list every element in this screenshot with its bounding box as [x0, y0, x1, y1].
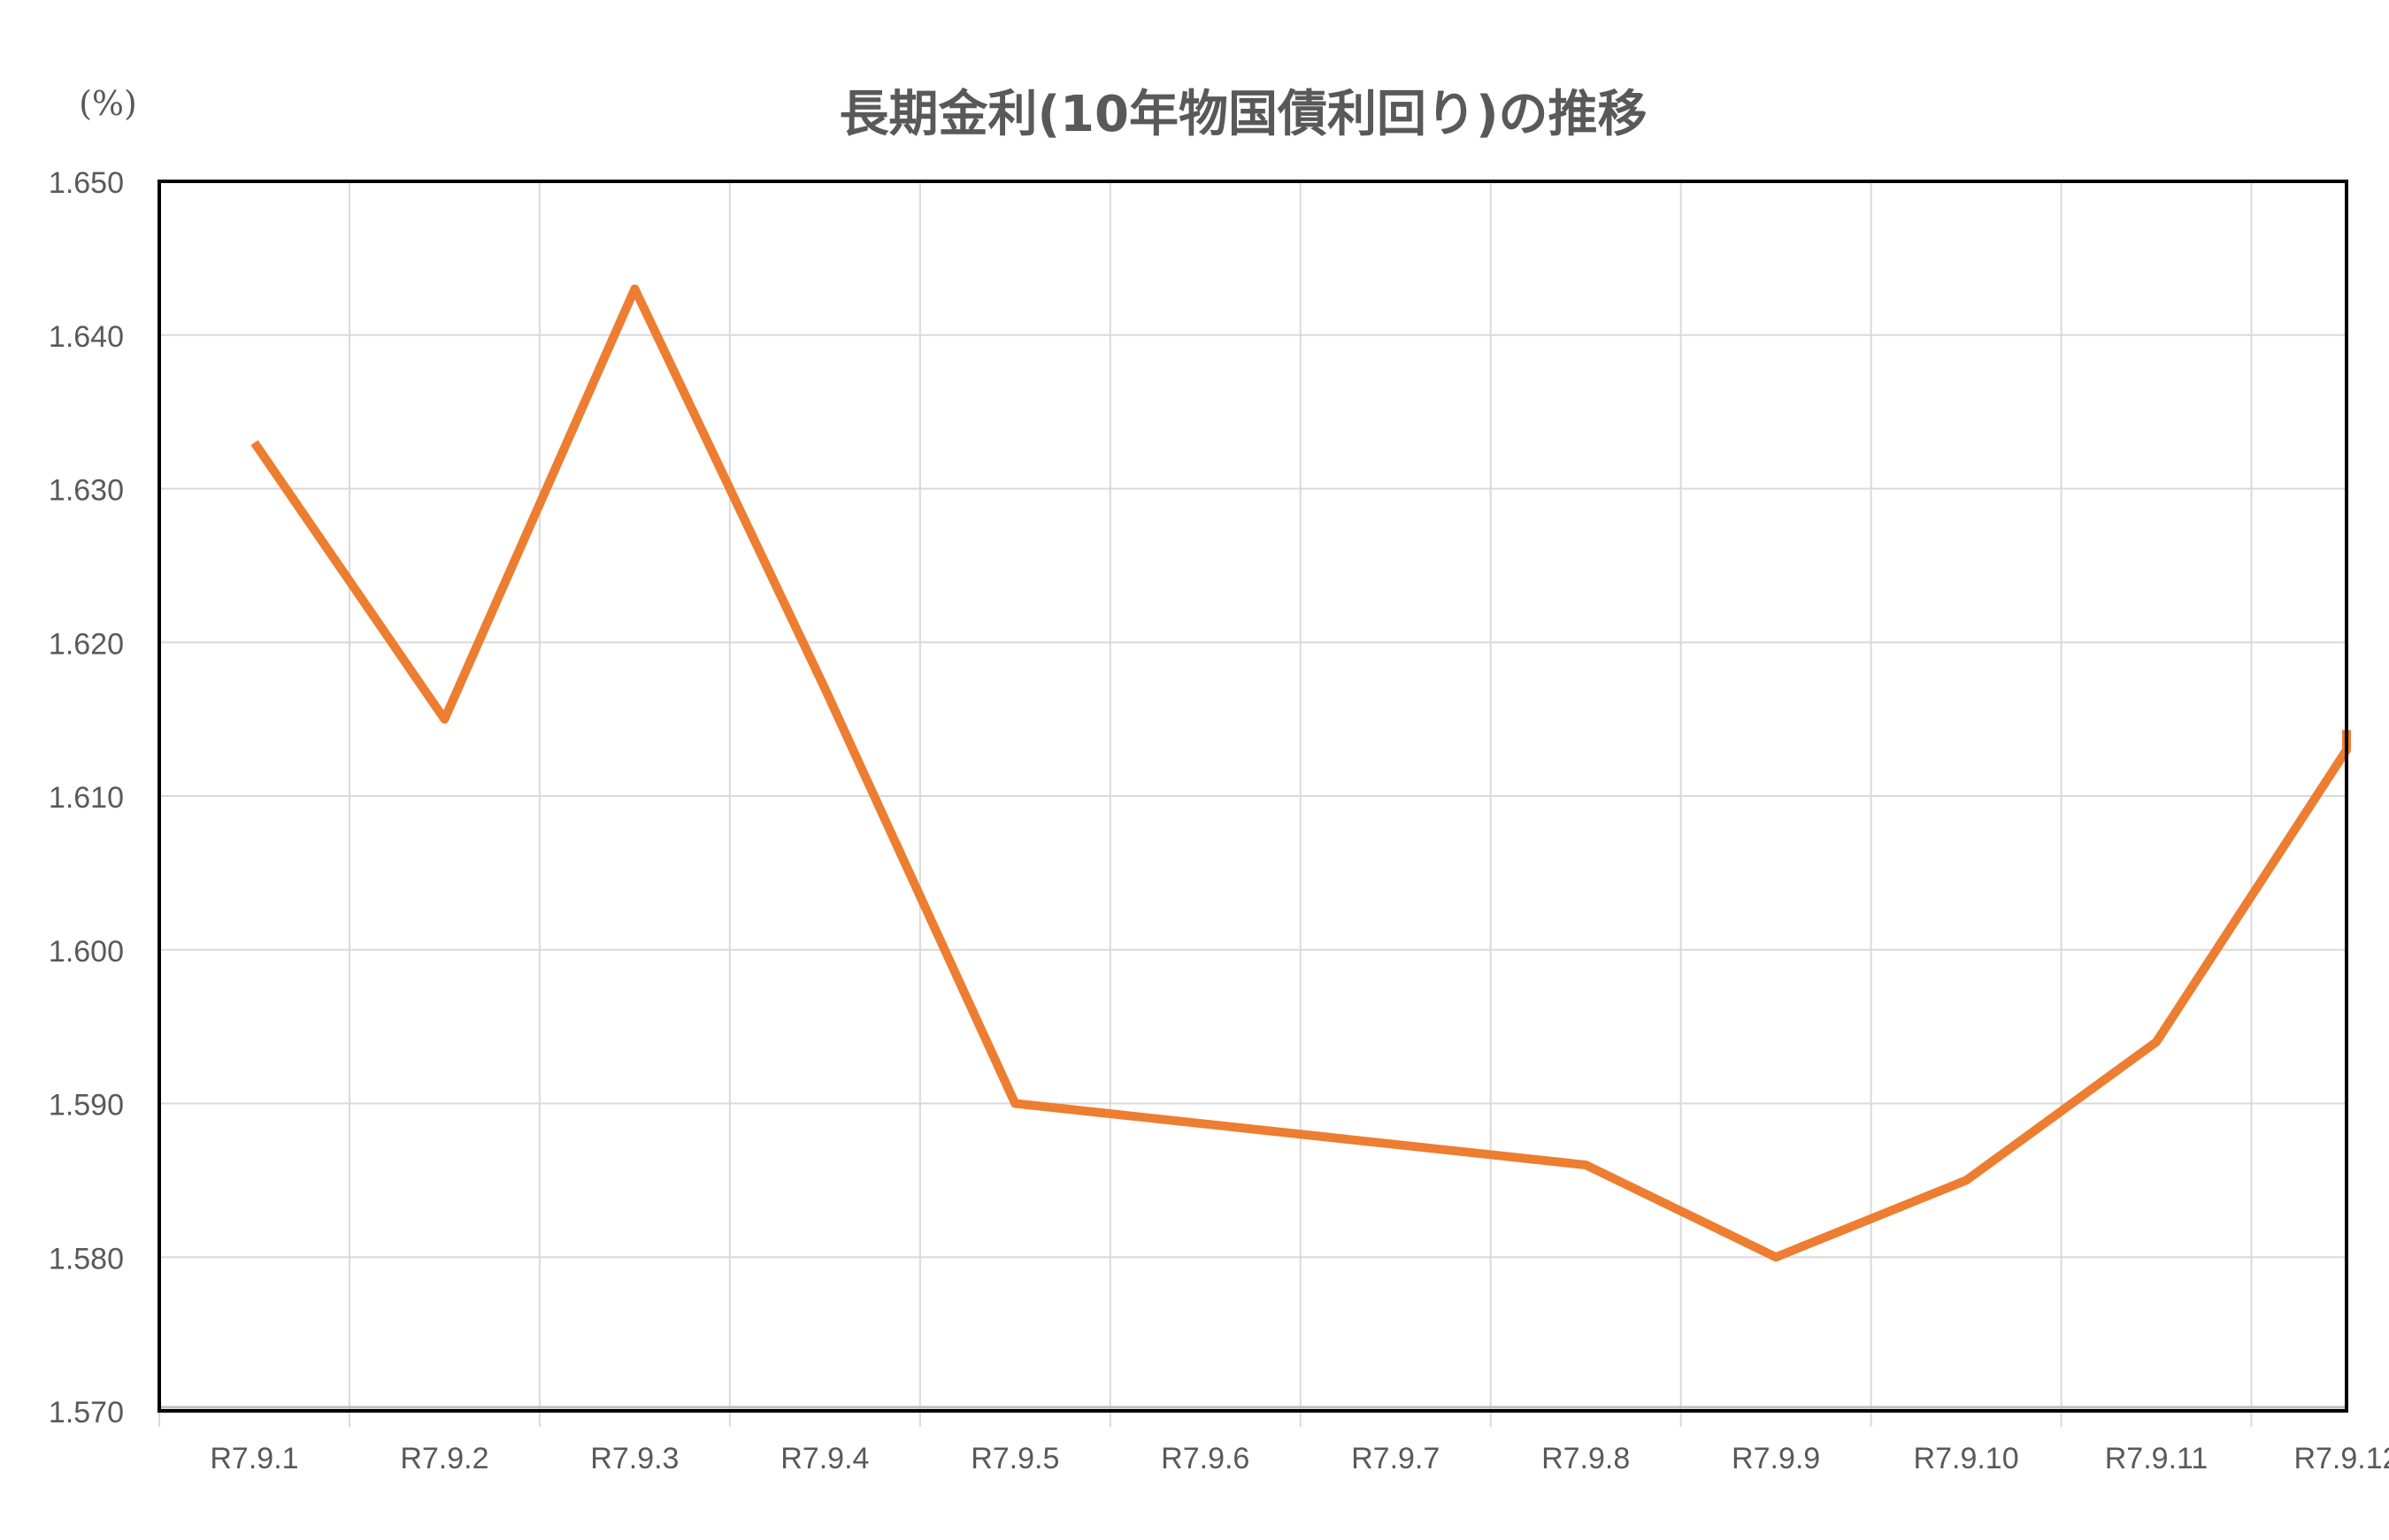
- x-tick-label: R7.9.6: [1161, 1442, 1249, 1475]
- y-tick-label: 1.620: [49, 627, 124, 661]
- x-tick-label: R7.9.4: [780, 1442, 869, 1475]
- y-tick-label: 1.630: [49, 474, 124, 508]
- unit-label: (%): [79, 84, 137, 123]
- x-tick-label: R7.9.3: [590, 1442, 679, 1475]
- y-tick-label: 1.580: [49, 1242, 124, 1276]
- x-tick-label: R7.9.5: [971, 1442, 1059, 1475]
- chart-title: 長期金利(10年物国債利回り)の推移: [839, 86, 1647, 143]
- x-tick-label: R7.9.11: [2105, 1442, 2208, 1475]
- y-axis-tick-labels: 1.650 1.640 1.630 1.620 1.610 1.600 1.590 1.580…: [49, 166, 124, 1429]
- x-axis-tick-labels: R7.9.1 R7.9.2 R7.9.3 R7.9.4 R7.9.5 R7.9.6 R7.9…: [210, 1442, 2389, 1475]
- x-tick-label: R7.9.9: [1732, 1442, 1820, 1475]
- y-tick-label: 1.600: [49, 935, 124, 969]
- x-tick-label: R7.9.8: [1541, 1442, 1630, 1475]
- plot-frame: [157, 180, 2348, 1413]
- x-tick-label: R7.9.10: [1914, 1442, 2019, 1475]
- y-tick-label: 1.640: [49, 320, 124, 354]
- x-tick-label: R7.9.2: [400, 1442, 488, 1475]
- y-tick-label: 1.610: [49, 781, 124, 815]
- x-tick-label: R7.9.1: [210, 1442, 298, 1475]
- y-tick-label: 1.650: [49, 166, 124, 200]
- grid-lines: [158, 180, 2347, 1427]
- y-tick-label: 1.590: [49, 1089, 124, 1122]
- y-tick-label: 1.570: [49, 1396, 124, 1429]
- x-tick-label: R7.9.7: [1351, 1442, 1440, 1475]
- x-tick-label: R7.9.12: [2293, 1442, 2389, 1475]
